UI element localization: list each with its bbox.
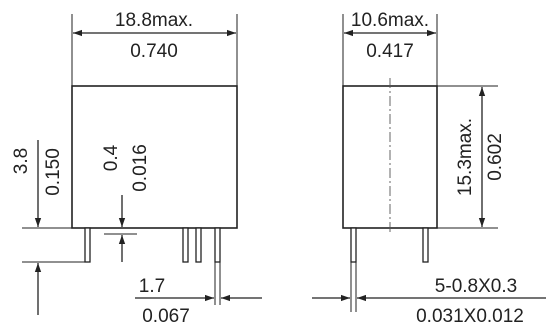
pin-step-mm-label: 0.4 xyxy=(101,144,122,171)
front-view: 18.8max. 0.740 3.8 0.150 0.4 0.016 1.7 0… xyxy=(11,10,262,327)
side-height-mm-label: 15.3max. xyxy=(455,118,476,196)
pin-size-mm-label: 5-0.8X0.3 xyxy=(435,276,517,297)
pin-size-in-label: 0.031X0.012 xyxy=(416,306,524,327)
side-width-mm-label: 10.6max. xyxy=(351,10,429,31)
front-pin-center-b xyxy=(195,227,202,263)
side-pin-right xyxy=(422,227,429,263)
pin-step-in-label: 0.016 xyxy=(130,144,151,192)
side-pin-left xyxy=(350,227,357,263)
front-pin-right xyxy=(214,227,221,263)
front-pin-left xyxy=(84,227,91,263)
pin-spacing-mm-label: 1.7 xyxy=(139,276,165,297)
front-width-in-label: 0.740 xyxy=(130,41,178,62)
front-pin-center-a xyxy=(182,227,189,263)
side-view: 10.6max. 0.417 15.3max. 0.602 5-0.8X0.3 … xyxy=(312,10,546,327)
pin-length-mm-label: 3.8 xyxy=(11,148,32,174)
side-width-in-label: 0.417 xyxy=(366,41,414,62)
pin-length-in-label: 0.150 xyxy=(43,148,64,196)
front-width-mm-label: 18.8max. xyxy=(115,10,193,31)
front-view-body xyxy=(71,85,238,229)
side-height-in-label: 0.602 xyxy=(485,133,506,181)
pin-spacing-in-label: 0.067 xyxy=(142,306,190,327)
